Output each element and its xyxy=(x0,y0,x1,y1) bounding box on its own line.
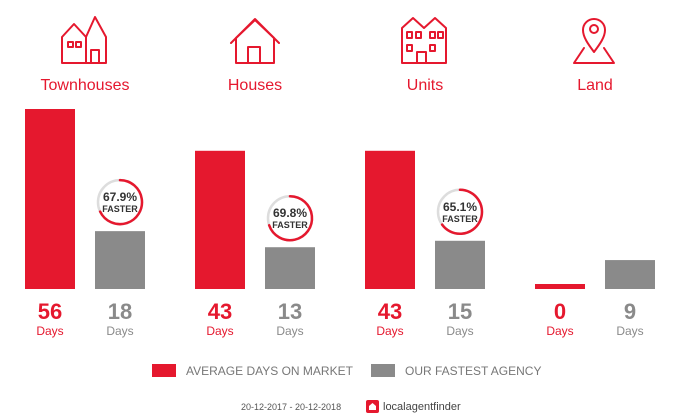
value-label-townhouses-agency: 18 xyxy=(108,299,132,324)
badge-background xyxy=(96,178,144,227)
badge-percent: 67.9% xyxy=(103,190,137,204)
category-label-units: Units xyxy=(407,77,443,94)
date-range: 20-12-2017 - 20-12-2018 xyxy=(241,402,341,412)
footer: 20-12-2017 - 20-12-2018 localagentfinder xyxy=(241,400,461,413)
unit-label-land-agency: Days xyxy=(616,324,643,338)
bar-townhouses-market xyxy=(25,109,75,289)
badge-faster-text: FASTER xyxy=(272,220,308,230)
bar-townhouses-agency xyxy=(95,231,145,289)
badge-percent: 65.1% xyxy=(443,200,477,214)
value-labels-layer: 56Days18Days43Days13Days43Days15Days0Day… xyxy=(36,299,643,338)
category-label-land: Land xyxy=(577,77,613,94)
unit-label-units-market: Days xyxy=(376,324,403,338)
bar-units-agency xyxy=(435,240,485,289)
townhouse-icon xyxy=(61,16,107,64)
value-label-houses-market: 43 xyxy=(208,299,232,324)
value-label-units-agency: 15 xyxy=(448,299,472,324)
unit-label-land-market: Days xyxy=(546,324,573,338)
house-icon xyxy=(230,18,280,64)
value-label-townhouses-market: 56 xyxy=(38,299,62,324)
badge-ring-progress xyxy=(98,178,144,226)
localagentfinder-logo-icon xyxy=(366,400,379,413)
badge-ring-progress xyxy=(267,194,314,242)
units-icon xyxy=(401,17,447,64)
legend: AVERAGE DAYS ON MARKET OUR FASTEST AGENC… xyxy=(152,364,541,378)
bar-houses-market xyxy=(195,150,245,289)
bar-land-agency xyxy=(605,260,655,289)
faster-badge-units: 65.1%FASTER xyxy=(436,187,484,236)
bar-land-market xyxy=(535,284,585,289)
value-label-land-market: 0 xyxy=(554,299,566,324)
bar-houses-agency xyxy=(265,247,315,289)
badge-background xyxy=(266,194,314,243)
badge-faster-text: FASTER xyxy=(442,214,478,224)
legend-label-agency: OUR FASTEST AGENCY xyxy=(405,364,541,378)
value-label-land-agency: 9 xyxy=(624,299,636,324)
badge-background xyxy=(436,187,484,236)
legend-swatch-market xyxy=(152,364,176,377)
value-label-houses-agency: 13 xyxy=(278,299,302,324)
faster-badge-houses: 69.8%FASTER xyxy=(266,194,314,243)
value-label-units-market: 43 xyxy=(378,299,402,324)
legend-swatch-agency xyxy=(371,364,395,377)
bars-layer xyxy=(25,109,655,289)
badge-faster-text: FASTER xyxy=(102,204,138,214)
category-label-houses: Houses xyxy=(228,77,282,94)
faster-badge-townhouses: 67.9%FASTER xyxy=(96,178,144,227)
brand-name: localagentfinder xyxy=(383,401,461,413)
badge-ring-progress xyxy=(440,188,484,235)
badge-percent: 69.8% xyxy=(273,206,307,220)
legend-label-market: AVERAGE DAYS ON MARKET xyxy=(186,364,354,378)
unit-label-townhouses-agency: Days xyxy=(106,324,133,338)
unit-label-units-agency: Days xyxy=(446,324,473,338)
land-pin-icon xyxy=(573,18,615,64)
unit-label-townhouses-market: Days xyxy=(36,324,63,338)
unit-label-houses-agency: Days xyxy=(276,324,303,338)
bar-units-market xyxy=(365,150,415,289)
unit-label-houses-market: Days xyxy=(206,324,233,338)
category-label-townhouses: Townhouses xyxy=(41,77,130,94)
